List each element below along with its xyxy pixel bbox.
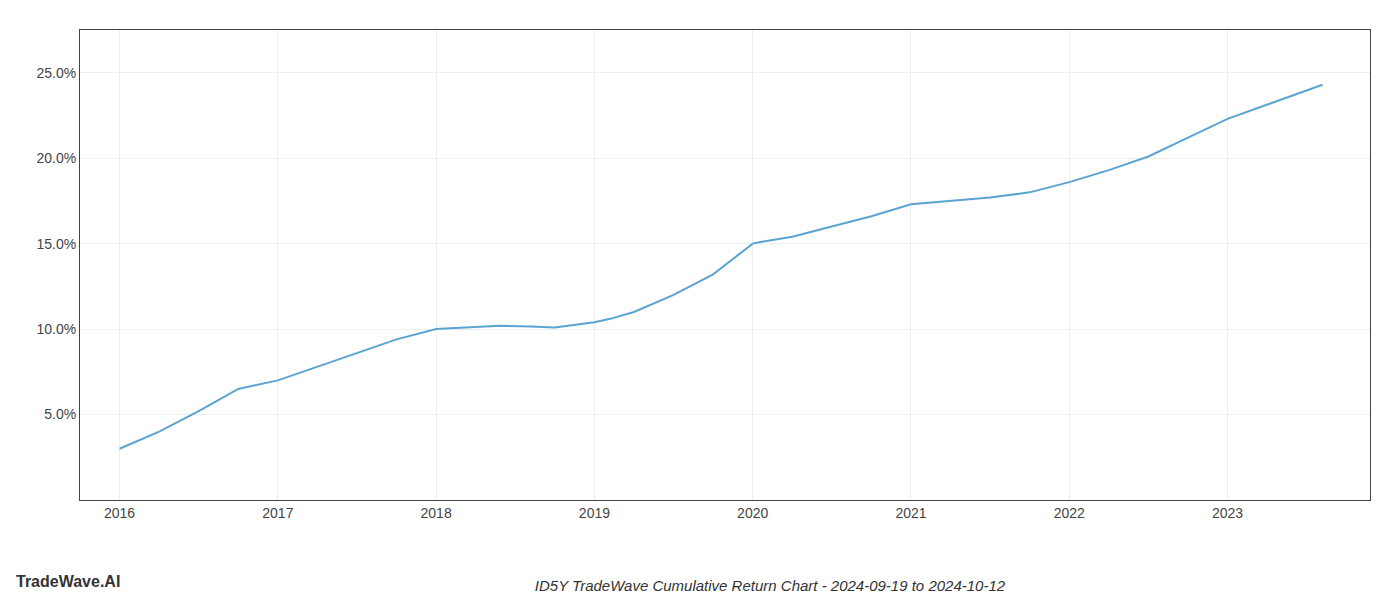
svg-text:2020: 2020 bbox=[737, 505, 768, 521]
svg-text:ID5Y TradeWave Cumulative Retu: ID5Y TradeWave Cumulative Return Chart -… bbox=[535, 577, 1006, 594]
svg-text:2018: 2018 bbox=[421, 505, 452, 521]
svg-text:TradeWave.AI: TradeWave.AI bbox=[16, 573, 120, 590]
svg-text:2021: 2021 bbox=[895, 505, 926, 521]
svg-text:5.0%: 5.0% bbox=[44, 406, 76, 422]
svg-text:15.0%: 15.0% bbox=[36, 236, 76, 252]
svg-text:2019: 2019 bbox=[579, 505, 610, 521]
svg-text:20.0%: 20.0% bbox=[36, 150, 76, 166]
svg-text:2016: 2016 bbox=[104, 505, 135, 521]
svg-text:10.0%: 10.0% bbox=[36, 321, 76, 337]
svg-text:2023: 2023 bbox=[1212, 505, 1243, 521]
svg-text:2017: 2017 bbox=[262, 505, 293, 521]
svg-text:2022: 2022 bbox=[1054, 505, 1085, 521]
svg-text:25.0%: 25.0% bbox=[36, 65, 76, 81]
